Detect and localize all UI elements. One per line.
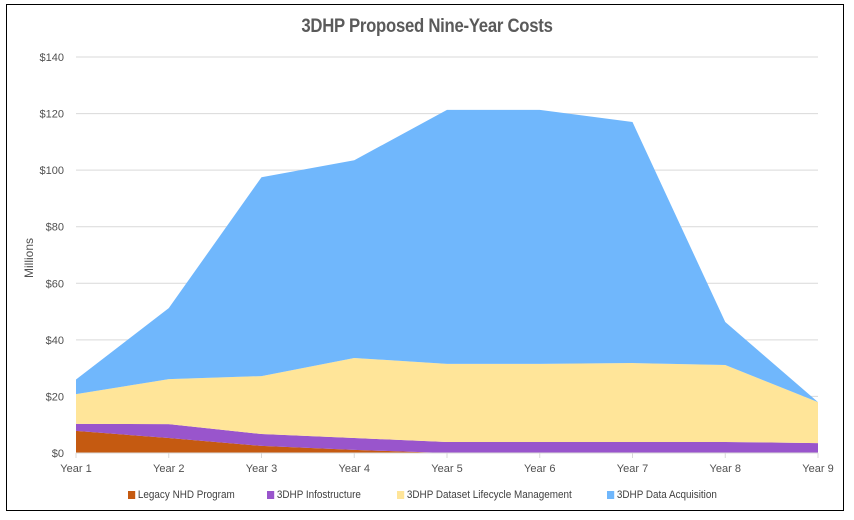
legend-label: 3DHP Infostructure xyxy=(276,489,361,501)
y-axis: $0 $20 $40 $60 $80 $100 $120 $140 xyxy=(40,52,64,460)
legend-swatch xyxy=(607,491,615,499)
legend-swatch xyxy=(397,491,405,499)
legend-label: 3DHP Dataset Lifecycle Management xyxy=(406,489,572,501)
x-tick-label: Year 7 xyxy=(617,463,648,475)
legend-item: 3DHP Infostructure xyxy=(267,489,361,501)
legend-item: Legacy NHD Program xyxy=(128,489,235,501)
legend-label: 3DHP Data Acquisition xyxy=(616,489,717,501)
y-tick-label: $20 xyxy=(46,391,64,403)
x-tick-label: Year 4 xyxy=(339,463,370,475)
y-tick-label: $40 xyxy=(46,335,64,347)
legend-label: Legacy NHD Program xyxy=(137,489,235,501)
y-tick-label: $120 xyxy=(40,109,64,121)
y-tick-label: $0 xyxy=(52,448,64,460)
legend-swatch xyxy=(128,491,136,499)
x-tick-label: Year 5 xyxy=(431,463,462,475)
legend-item: 3DHP Data Acquisition xyxy=(607,489,717,501)
legend-swatch xyxy=(267,491,275,499)
x-tick-label: Year 8 xyxy=(710,463,741,475)
area-3dhp-infostructure xyxy=(76,423,818,453)
area-series xyxy=(76,109,818,453)
y-tick-label: $100 xyxy=(40,165,64,177)
x-tick-label: Year 6 xyxy=(524,463,555,475)
y-tick-label: $140 xyxy=(40,52,64,64)
area-legacy-nhd-program xyxy=(76,430,818,453)
area-3dhp-data-acquisition xyxy=(76,109,818,403)
x-tick-label: Year 2 xyxy=(153,463,184,475)
x-axis: Year 1 Year 2 Year 3 Year 4 Year 5 Year 6 Year… xyxy=(60,452,834,475)
y-tick-label: $80 xyxy=(46,222,64,234)
x-tick-label: Year 1 xyxy=(60,463,91,475)
x-tick-label: Year 9 xyxy=(802,463,833,475)
y-tick-label: $60 xyxy=(46,278,64,290)
legend-item: 3DHP Dataset Lifecycle Management xyxy=(397,489,572,501)
y-axis-label: Millions xyxy=(22,238,36,278)
legend: Legacy NHD Program 3DHP Infostructure 3DHP… xyxy=(0,489,854,503)
chart-title: 3DHP Proposed Nine-Year Costs xyxy=(301,16,553,37)
x-tick-label: Year 3 xyxy=(246,463,277,475)
area-3dhp-dataset-lifecycle-management xyxy=(76,357,818,444)
